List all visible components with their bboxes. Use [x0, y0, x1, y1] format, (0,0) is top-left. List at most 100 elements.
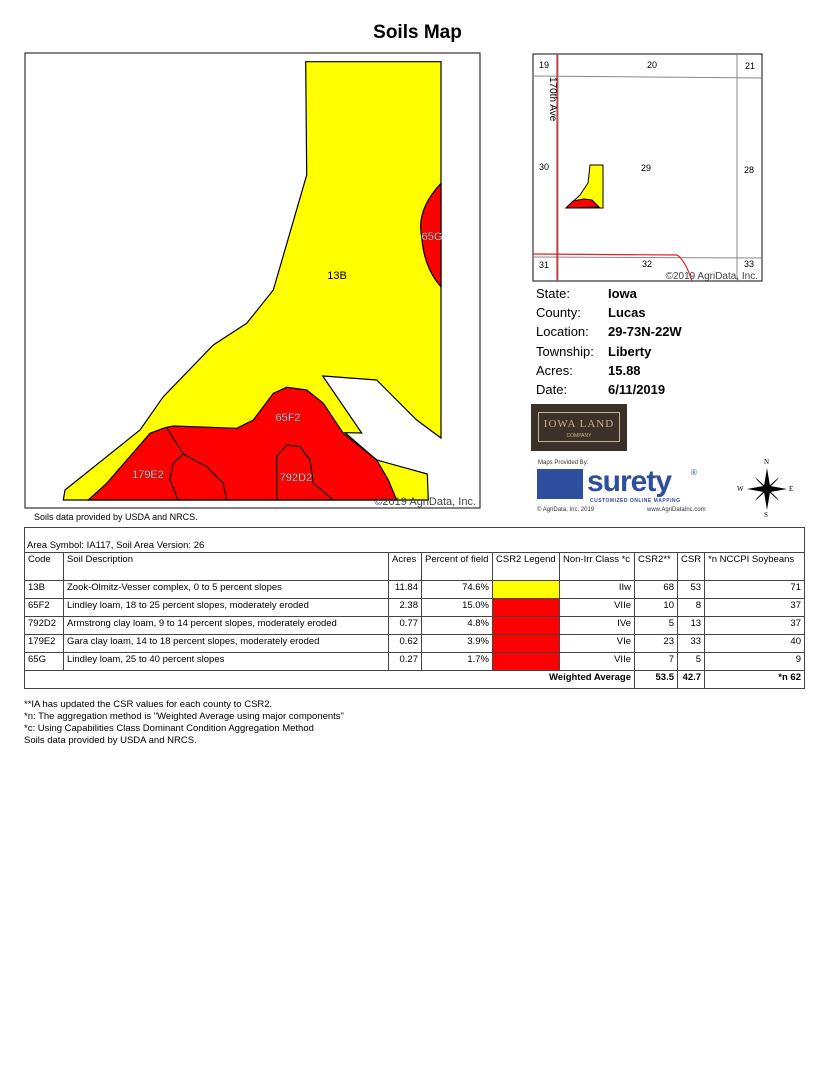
soil-polygon-65G[interactable] — [420, 181, 442, 289]
weighted-csr2: 53.5 — [634, 670, 678, 689]
info-value: Liberty — [608, 343, 652, 359]
logo-text: COMPANY — [566, 433, 592, 439]
csr2-legend-swatch — [492, 652, 560, 671]
cell-pct: 4.8% — [421, 616, 493, 635]
map-copyright: ©2019 AgriData, Inc. — [374, 496, 476, 508]
cell-csr2: 68 — [634, 580, 678, 599]
cell-csr: 8 — [676, 598, 706, 617]
compass-s: S — [764, 511, 768, 519]
weighted-csr: 42.7 — [676, 670, 706, 689]
csr2-legend-swatch — [492, 580, 560, 599]
cell-cls: VIIe — [559, 598, 635, 617]
surety-logo: Maps Provided By: surety ® CUSTOMIZED ON… — [535, 460, 725, 518]
section-label: 31 — [539, 260, 549, 270]
info-label: County: — [536, 305, 581, 321]
section-label: 20 — [647, 60, 657, 70]
cell-code: 65F2 — [24, 598, 64, 617]
footnote: **IA has updated the CSR values for each… — [24, 699, 273, 710]
cell-nccpi: 37 — [704, 598, 805, 617]
area-symbol-header: Area Symbol: IA117, Soil Area Version: 2… — [24, 527, 805, 552]
cell-code: 179E2 — [24, 634, 64, 653]
footnote: *c: Using Capabilities Class Dominant Co… — [24, 723, 314, 734]
cell-code: 792D2 — [24, 616, 64, 635]
soil-polygon-13B[interactable] — [62, 61, 442, 501]
section-label: 32 — [642, 259, 652, 269]
header-csr: CSR — [676, 552, 706, 581]
info-label: Location: — [536, 324, 589, 340]
maps-provided-by: Maps Provided By: — [538, 460, 589, 466]
csr2-legend-swatch — [492, 634, 560, 653]
cell-csr2: 10 — [634, 598, 678, 617]
info-row-county: County: Lucas — [536, 303, 682, 322]
surety-wordmark: surety — [587, 465, 672, 498]
cell-cls: VIe — [559, 634, 635, 653]
map-label-792D2: 792D2 — [280, 472, 312, 484]
iowa-land-company-logo: IOWA LAND COMPANY — [531, 404, 627, 451]
soil-polygon-65F2[interactable] — [86, 386, 398, 501]
compass-rose-icon: N S W E — [735, 458, 795, 520]
info-value: 29-73N-22W — [608, 324, 682, 340]
section-label: 21 — [745, 61, 755, 71]
cell-acres: 2.38 — [388, 598, 422, 617]
weighted-label: Weighted Average — [24, 670, 635, 689]
info-value: 15.88 — [608, 362, 641, 378]
page-title: Soils Map — [373, 22, 462, 43]
cell-csr: 5 — [676, 652, 706, 671]
info-row-township: Township: Liberty — [536, 342, 682, 361]
cell-cls: VIIe — [559, 652, 635, 671]
section-label: 30 — [539, 162, 549, 172]
info-label: State: — [536, 286, 570, 301]
table-row: 65G Lindley loam, 25 to 40 percent slopes… — [24, 652, 805, 671]
soil-boundary-179E2 — [166, 427, 185, 501]
table-row: 792D2 Armstrong clay loam, 9 to 14 percen… — [24, 616, 805, 635]
section-label: 33 — [744, 259, 754, 269]
cell-csr: 53 — [676, 580, 706, 599]
header-description: Soil Description — [63, 552, 389, 581]
registered-mark: ® — [691, 468, 697, 477]
section-label: 19 — [539, 60, 549, 70]
road-line — [532, 253, 693, 282]
globe-icon — [537, 469, 583, 499]
cell-acres: 0.62 — [388, 634, 422, 653]
cell-nccpi: 9 — [704, 652, 805, 671]
cell-desc: Gara clay loam, 14 to 18 percent slopes,… — [63, 634, 389, 653]
table-row: 13B Zook-Olmitz-Vesser complex, 0 to 5 pe… — [24, 580, 805, 599]
section-label: 29 — [641, 163, 651, 173]
surety-tagline: CUSTOMIZED ONLINE MAPPING — [590, 498, 681, 504]
cell-pct: 3.9% — [421, 634, 493, 653]
info-label: Township: — [536, 343, 594, 359]
cell-pct: 1.7% — [421, 652, 493, 671]
cell-desc: Zook-Olmitz-Vesser complex, 0 to 5 perce… — [63, 580, 389, 599]
cell-nccpi: 40 — [704, 634, 805, 653]
inset-map-frame — [532, 53, 763, 282]
header-csr2: CSR2** — [634, 552, 678, 581]
table-header: Code Soil Description Acres Percent of f… — [24, 552, 805, 581]
map-label-13B: 13B — [327, 270, 347, 282]
cell-csr2: 5 — [634, 616, 678, 635]
cell-nccpi: 71 — [704, 580, 805, 599]
info-value: Lucas — [608, 305, 646, 321]
cell-cls: IIw — [559, 580, 635, 599]
header-nccpi: *n NCCPI Soybeans — [704, 552, 805, 581]
weighted-average-row: Weighted Average 53.5 42.7 *n 62 — [24, 670, 805, 689]
footnote: Soils data provided by USDA and NRCS. — [24, 735, 197, 746]
map-label-179E2: 179E2 — [132, 469, 164, 481]
cell-pct: 15.0% — [421, 598, 493, 617]
section-line — [532, 256, 763, 259]
header-csr2-legend: CSR2 Legend — [492, 552, 560, 581]
footnotes: **IA has updated the CSR values for each… — [24, 699, 805, 747]
cell-cls: IVe — [559, 616, 635, 635]
map-source-note: Soils data provided by USDA and NRCS. — [34, 512, 198, 522]
cell-code: 65G — [24, 652, 64, 671]
cell-csr2: 23 — [634, 634, 678, 653]
soil-polygon-792D2[interactable] — [276, 444, 334, 501]
soils-table: Code Soil Description Acres Percent of f… — [24, 552, 805, 689]
soil-boundary-inner — [183, 453, 228, 501]
cell-desc: Armstrong clay loam, 9 to 14 percent slo… — [63, 616, 389, 635]
cell-csr: 13 — [676, 616, 706, 635]
area-symbol: Area Symbol: IA117, Soil Area Version: 2… — [27, 540, 205, 551]
compass-e: E — [789, 485, 794, 493]
cell-csr2: 7 — [634, 652, 678, 671]
compass-w: W — [737, 485, 744, 493]
